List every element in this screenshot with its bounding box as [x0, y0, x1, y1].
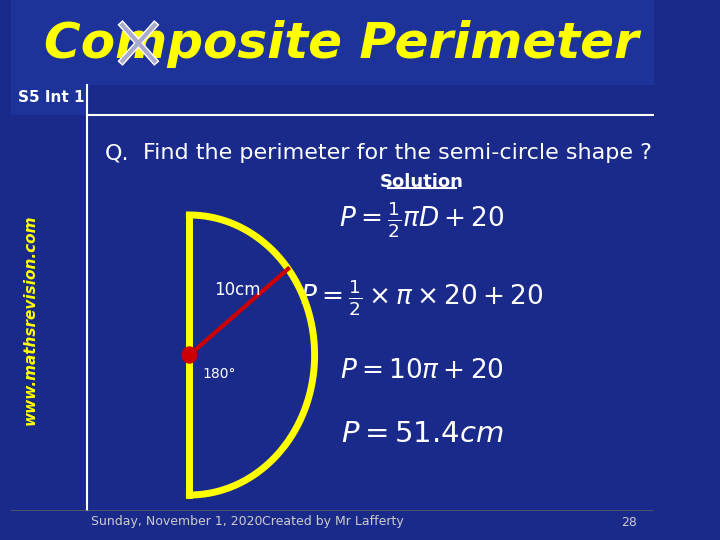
Text: 180°: 180° [203, 367, 236, 381]
Text: Composite Perimeter: Composite Perimeter [44, 20, 639, 68]
Text: $P = 10\pi + 20$: $P = 10\pi + 20$ [340, 358, 504, 384]
FancyBboxPatch shape [11, 85, 86, 115]
Text: $P = 51.4cm$: $P = 51.4cm$ [341, 420, 503, 448]
FancyBboxPatch shape [11, 0, 654, 85]
Circle shape [182, 347, 197, 363]
Text: $P = \frac{1}{2} \times \pi \times 20 + 20$: $P = \frac{1}{2} \times \pi \times 20 + … [300, 278, 544, 318]
Text: Find the perimeter for the semi-circle shape ?: Find the perimeter for the semi-circle s… [143, 143, 652, 163]
Text: Sunday, November 1, 2020: Sunday, November 1, 2020 [91, 516, 263, 529]
Text: 28: 28 [621, 516, 636, 529]
Text: $P = \frac{1}{2}\pi D + 20$: $P = \frac{1}{2}\pi D + 20$ [339, 200, 505, 240]
Text: www.mathsrevision.com: www.mathsrevision.com [23, 215, 37, 426]
Text: Q.: Q. [104, 143, 129, 163]
Text: Created by Mr Lafferty: Created by Mr Lafferty [261, 516, 403, 529]
Text: Solution: Solution [380, 173, 464, 191]
Text: 10cm: 10cm [215, 281, 261, 299]
Text: S5 Int 1: S5 Int 1 [18, 90, 84, 105]
